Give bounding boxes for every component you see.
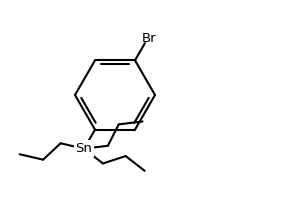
Text: Br: Br [142, 32, 156, 45]
Text: Sn: Sn [76, 142, 92, 155]
